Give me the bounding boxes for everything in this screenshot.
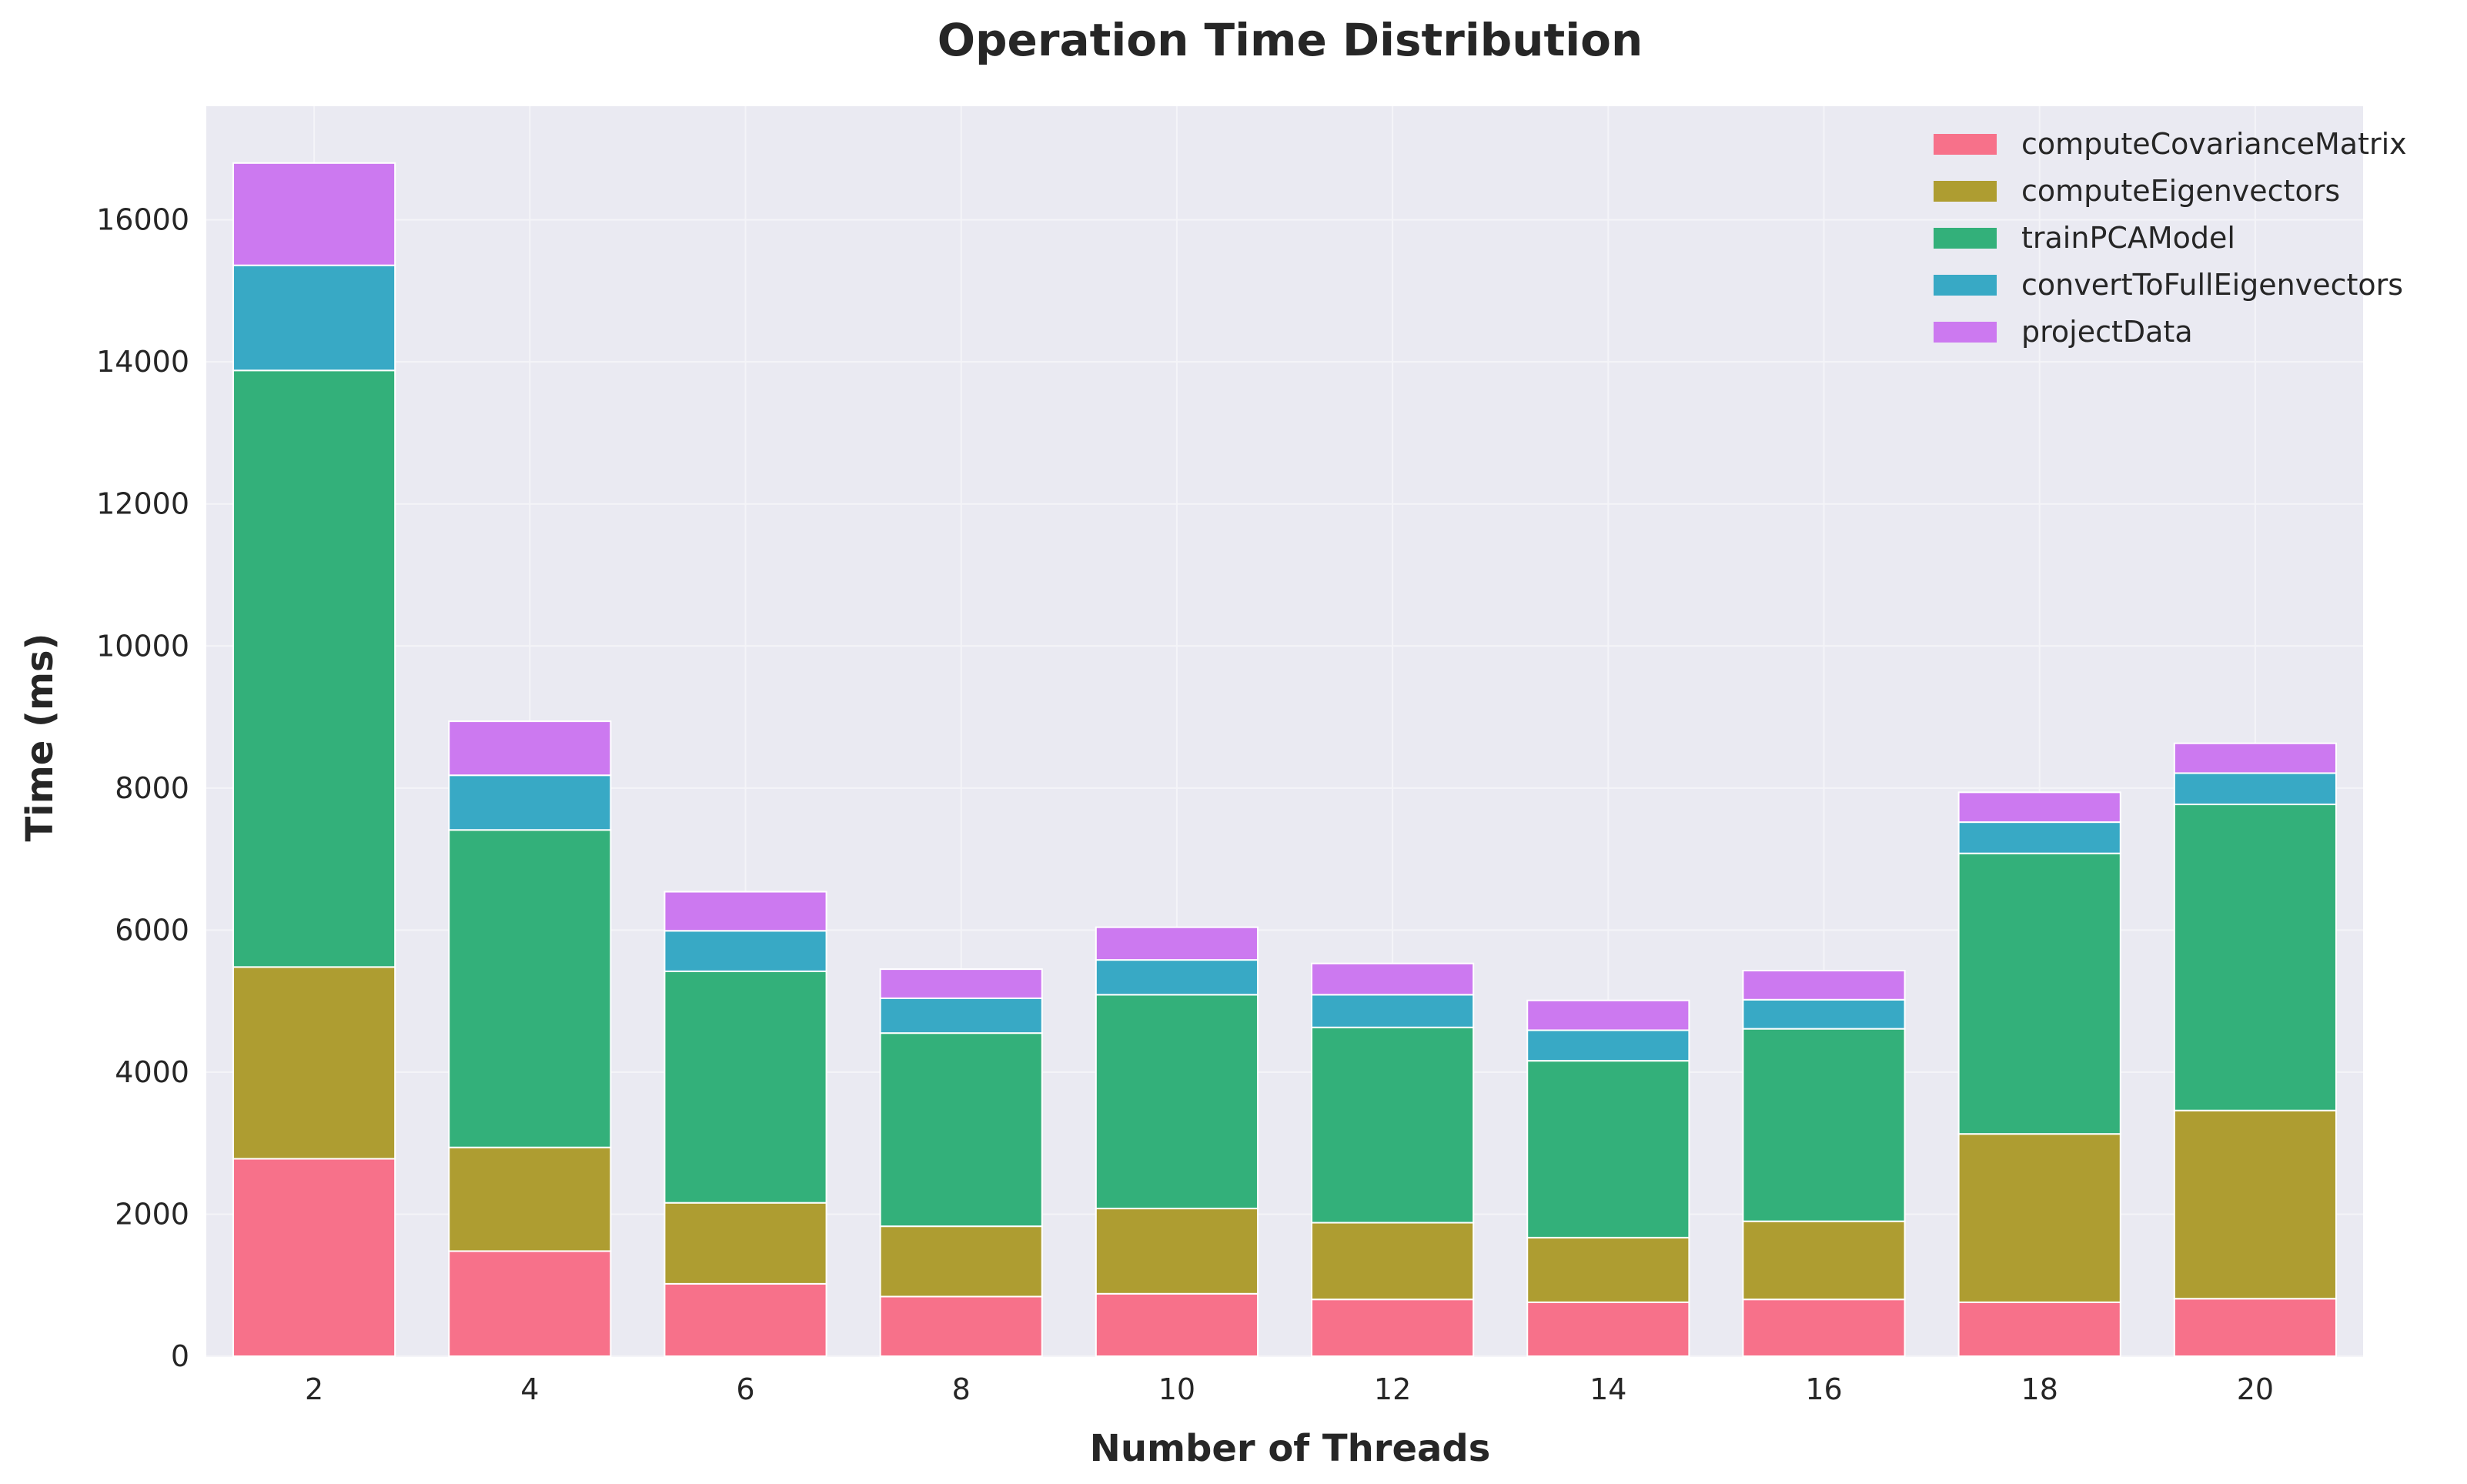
bar-segment <box>1742 1028 1906 1222</box>
bar-segment <box>1957 852 2121 1135</box>
legend-label: computeCovarianceMatrix <box>2021 127 2407 161</box>
x-tick-label: 18 <box>2021 1372 2058 1406</box>
legend-swatch <box>1934 181 1997 202</box>
bar-segment <box>1095 994 1259 1210</box>
bar-segment <box>1526 1236 1690 1303</box>
bar-segment <box>1095 959 1259 996</box>
bar-segment <box>1957 821 2121 854</box>
bar-segment <box>2173 772 2337 806</box>
bar-segment <box>1957 1301 2121 1357</box>
bar-segment <box>664 930 827 972</box>
legend-label: projectData <box>2021 315 2193 349</box>
bar-segment <box>1526 999 1690 1031</box>
x-tick-label: 20 <box>2237 1372 2274 1406</box>
legend-swatch <box>1934 322 1997 343</box>
bar-segment <box>448 1250 612 1358</box>
bar-segment <box>448 829 612 1148</box>
bar-segment <box>2173 1298 2337 1357</box>
y-tick-label: 0 <box>171 1339 189 1373</box>
legend-swatch <box>1934 228 1997 249</box>
legend-label: trainPCAModel <box>2021 221 2235 255</box>
bar-segment <box>1742 1220 1906 1301</box>
y-tick-label: 12000 <box>96 487 189 521</box>
bar-segment <box>232 162 396 266</box>
bar-segment <box>232 1158 396 1357</box>
legend-label: computeEigenvectors <box>2021 174 2340 208</box>
y-tick-label: 2000 <box>115 1197 189 1231</box>
bar-segment <box>2173 742 2337 774</box>
legend-swatch <box>1934 275 1997 296</box>
x-axis-label: Number of Threads <box>1090 1427 1491 1470</box>
bar-segment <box>1526 1060 1690 1238</box>
bar-segment <box>664 1202 827 1285</box>
bar-segment <box>1742 969 1906 1001</box>
y-axis-label: Time (ms) <box>18 633 62 842</box>
bar-segment <box>448 1146 612 1252</box>
bar-segment <box>1742 998 1906 1030</box>
y-tick-label: 14000 <box>96 345 189 379</box>
y-tick-label: 6000 <box>115 913 189 947</box>
bar-segment <box>879 1295 1043 1358</box>
bar-segment <box>664 1282 827 1358</box>
bar-segment <box>1095 926 1259 961</box>
legend-label: convertToFullEigenvectors <box>2021 268 2403 302</box>
y-tick-label: 4000 <box>115 1055 189 1089</box>
bar-segment <box>879 968 1043 999</box>
x-tick-label: 2 <box>305 1372 323 1406</box>
x-tick-label: 12 <box>1374 1372 1411 1406</box>
bar-segment <box>2173 804 2337 1111</box>
bar-segment <box>232 966 396 1160</box>
bar-segment <box>1957 1133 2121 1303</box>
bar-segment <box>1311 1026 1475 1224</box>
bar-segment <box>232 264 396 372</box>
bar-segment <box>1957 791 2121 824</box>
bar-segment <box>879 1225 1043 1298</box>
bar-segment <box>1742 1298 1906 1357</box>
bar-segment <box>1526 1301 1690 1357</box>
x-tick-label: 16 <box>1805 1372 1842 1406</box>
bar-segment <box>448 774 612 831</box>
bar-segment <box>664 891 827 932</box>
legend-swatch <box>1934 134 1997 155</box>
x-tick-label: 14 <box>1590 1372 1626 1406</box>
bar-segment <box>1311 994 1475 1028</box>
x-tick-label: 10 <box>1158 1372 1195 1406</box>
bar-segment <box>1311 1298 1475 1357</box>
bar-segment <box>664 970 827 1204</box>
bar-segment <box>232 369 396 968</box>
y-tick-label: 16000 <box>96 203 189 237</box>
bar-segment <box>879 1032 1043 1228</box>
bar-segment <box>448 720 612 777</box>
bar-segment <box>1311 962 1475 996</box>
bar-segment <box>2173 1109 2337 1300</box>
x-tick-label: 4 <box>520 1372 539 1406</box>
bar-segment <box>1095 1208 1259 1295</box>
bar-segment <box>1095 1292 1259 1358</box>
chart-title: Operation Time Distribution <box>938 14 1643 66</box>
x-tick-label: 8 <box>952 1372 971 1406</box>
bar-segment <box>1526 1029 1690 1062</box>
bar-segment <box>879 997 1043 1034</box>
y-tick-label: 10000 <box>96 629 189 663</box>
y-tick-label: 8000 <box>115 771 189 805</box>
x-tick-label: 6 <box>736 1372 754 1406</box>
bar-segment <box>1311 1222 1475 1301</box>
